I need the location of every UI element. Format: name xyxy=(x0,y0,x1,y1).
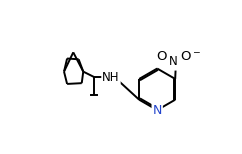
Text: NH: NH xyxy=(102,71,120,83)
Text: N$^+$: N$^+$ xyxy=(168,54,186,70)
Text: O$^-$: O$^-$ xyxy=(180,50,201,63)
Text: N: N xyxy=(152,104,162,117)
Text: O: O xyxy=(156,50,167,63)
